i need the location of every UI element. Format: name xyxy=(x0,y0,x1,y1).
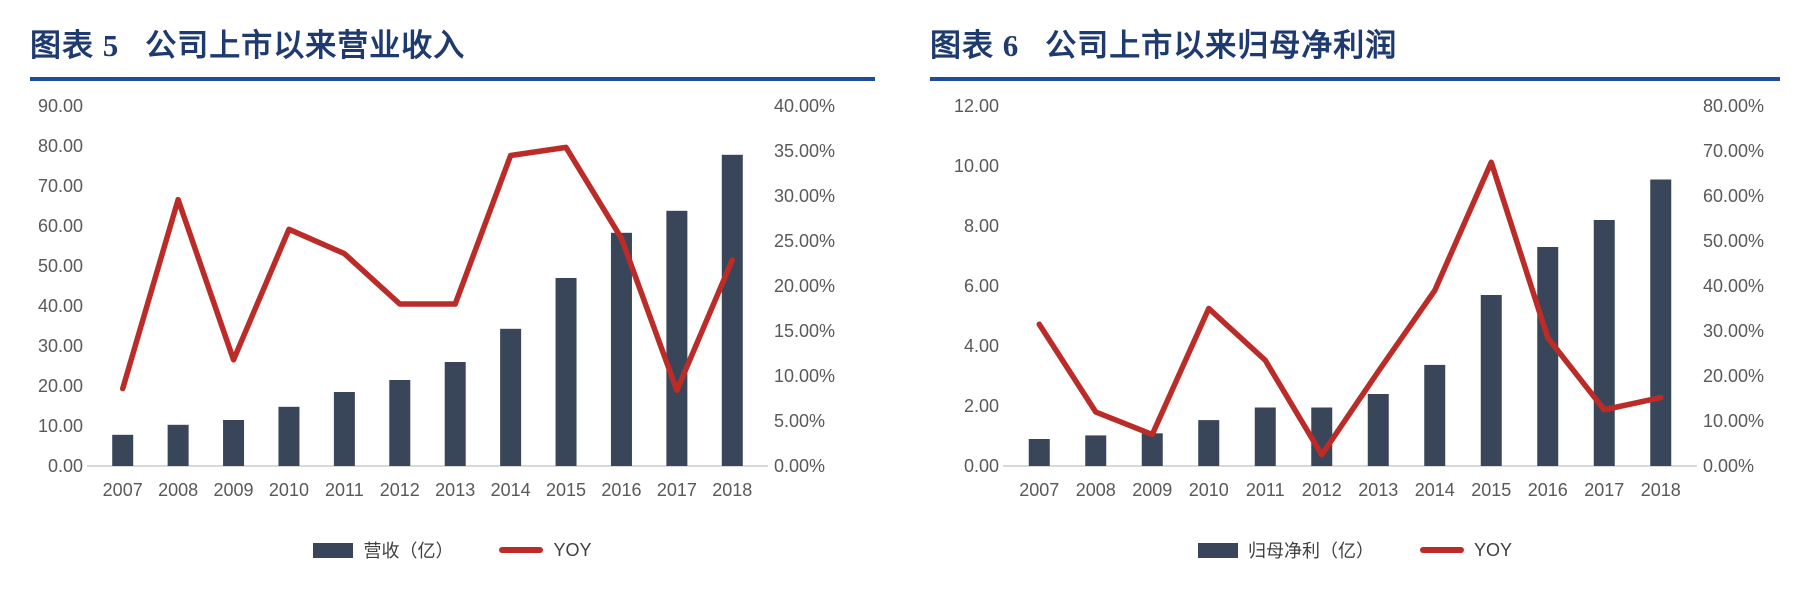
bar-swatch-icon xyxy=(1197,542,1238,558)
svg-text:2008: 2008 xyxy=(1076,480,1116,500)
svg-text:2011: 2011 xyxy=(1246,480,1285,500)
line-swatch-icon xyxy=(499,547,544,553)
chart-5-legend-item-revenue: 营收（亿） xyxy=(313,537,453,563)
svg-text:2018: 2018 xyxy=(1641,480,1681,500)
svg-text:10.00%: 10.00% xyxy=(1703,411,1764,431)
bar-swatch-icon xyxy=(313,542,354,558)
svg-text:2.00: 2.00 xyxy=(964,396,999,416)
svg-text:10.00%: 10.00% xyxy=(774,366,835,386)
svg-text:2016: 2016 xyxy=(1528,480,1568,500)
chart-5-legend: 营收（亿） YOY xyxy=(30,537,875,563)
svg-text:6.00: 6.00 xyxy=(964,276,999,296)
chart-6-title-label: 图表 6 xyxy=(930,28,1020,63)
legend-label-yoy: YOY xyxy=(553,539,592,560)
svg-text:30.00: 30.00 xyxy=(38,336,83,356)
svg-text:2017: 2017 xyxy=(657,480,697,500)
chart-5-title: 图表 5 公司上市以来营业收入 xyxy=(30,14,875,81)
svg-text:60.00: 60.00 xyxy=(38,216,83,236)
chart-5-panel: 图表 5 公司上市以来营业收入 0.00 10.00 20.00 30.00 40.00 5… xyxy=(30,14,875,563)
svg-text:40.00%: 40.00% xyxy=(774,96,835,116)
svg-text:80.00%: 80.00% xyxy=(1703,96,1764,116)
svg-text:8.00: 8.00 xyxy=(964,216,999,236)
svg-text:25.00%: 25.00% xyxy=(774,231,835,251)
chart-5-title-text: 公司上市以来营业收入 xyxy=(145,28,466,63)
svg-text:2011: 2011 xyxy=(325,480,364,500)
svg-text:20.00%: 20.00% xyxy=(1703,366,1764,386)
chart-5-legend-item-yoy: YOY xyxy=(499,539,592,561)
legend-label-netprofit: 归母净利（亿） xyxy=(1247,541,1374,561)
svg-text:2012: 2012 xyxy=(380,480,420,500)
chart-6-canvas: 0.00 2.00 4.00 6.00 8.00 10.00 12.00 0.00% 10.00… xyxy=(954,96,1764,500)
svg-text:90.00: 90.00 xyxy=(38,96,83,116)
svg-text:2012: 2012 xyxy=(1302,480,1342,500)
chart-6-title-text: 公司上市以来归母净利润 xyxy=(1045,28,1398,63)
chart-6-panel: 图表 6 公司上市以来归母净利润 0.00 2.00 4.00 6.00 8.00 10.0… xyxy=(930,14,1780,563)
svg-text:2010: 2010 xyxy=(1189,480,1229,500)
svg-text:2013: 2013 xyxy=(435,480,475,500)
svg-text:4.00: 4.00 xyxy=(964,336,999,356)
svg-text:80.00: 80.00 xyxy=(38,136,83,156)
svg-text:2018: 2018 xyxy=(712,480,752,500)
svg-text:35.00%: 35.00% xyxy=(774,141,835,161)
svg-text:10.00: 10.00 xyxy=(954,156,999,176)
svg-text:2009: 2009 xyxy=(214,480,254,500)
svg-text:30.00%: 30.00% xyxy=(1703,321,1764,341)
chart-6-legend-item-netprofit: 归母净利（亿） xyxy=(1197,537,1374,563)
svg-text:12.00: 12.00 xyxy=(954,96,999,116)
svg-text:2010: 2010 xyxy=(269,480,309,500)
legend-label-revenue: 营收（亿） xyxy=(363,541,454,561)
svg-text:50.00: 50.00 xyxy=(38,256,83,276)
svg-text:40.00%: 40.00% xyxy=(1703,276,1764,296)
svg-text:70.00: 70.00 xyxy=(38,176,83,196)
svg-text:30.00%: 30.00% xyxy=(774,186,835,206)
chart-5-canvas: 0.00 10.00 20.00 30.00 40.00 50.00 60.00 70.00 8… xyxy=(38,96,835,500)
svg-text:15.00%: 15.00% xyxy=(774,321,835,341)
svg-text:2013: 2013 xyxy=(1358,480,1398,500)
svg-text:60.00%: 60.00% xyxy=(1703,186,1764,206)
svg-text:0.00%: 0.00% xyxy=(774,456,825,476)
svg-text:2007: 2007 xyxy=(103,480,143,500)
chart-6-legend-item-yoy: YOY xyxy=(1419,539,1512,561)
svg-text:70.00%: 70.00% xyxy=(1703,141,1764,161)
svg-text:2015: 2015 xyxy=(1471,480,1511,500)
svg-text:2015: 2015 xyxy=(546,480,586,500)
svg-text:5.00%: 5.00% xyxy=(774,411,825,431)
chart-5-title-label: 图表 5 xyxy=(30,28,120,63)
svg-text:0.00%: 0.00% xyxy=(1703,456,1754,476)
chart-6-legend: 归母净利（亿） YOY xyxy=(930,537,1780,563)
chart-6-title: 图表 6 公司上市以来归母净利润 xyxy=(930,14,1780,81)
svg-text:2017: 2017 xyxy=(1584,480,1624,500)
svg-text:10.00: 10.00 xyxy=(38,416,83,436)
svg-text:2014: 2014 xyxy=(1415,480,1455,500)
legend-label-yoy: YOY xyxy=(1473,539,1512,560)
report-figures-row: 图表 5 公司上市以来营业收入 0.00 10.00 20.00 30.00 40.00 5… xyxy=(30,14,1780,563)
svg-text:0.00: 0.00 xyxy=(964,456,999,476)
svg-text:20.00: 20.00 xyxy=(38,376,83,396)
svg-text:2016: 2016 xyxy=(601,480,641,500)
line-swatch-icon xyxy=(1419,547,1464,553)
svg-text:20.00%: 20.00% xyxy=(774,276,835,296)
svg-text:40.00: 40.00 xyxy=(38,296,83,316)
svg-text:2007: 2007 xyxy=(1019,480,1059,500)
svg-text:2008: 2008 xyxy=(158,480,198,500)
svg-text:2009: 2009 xyxy=(1132,480,1172,500)
svg-text:0.00: 0.00 xyxy=(48,456,83,476)
svg-text:50.00%: 50.00% xyxy=(1703,231,1764,251)
svg-text:2014: 2014 xyxy=(491,480,531,500)
